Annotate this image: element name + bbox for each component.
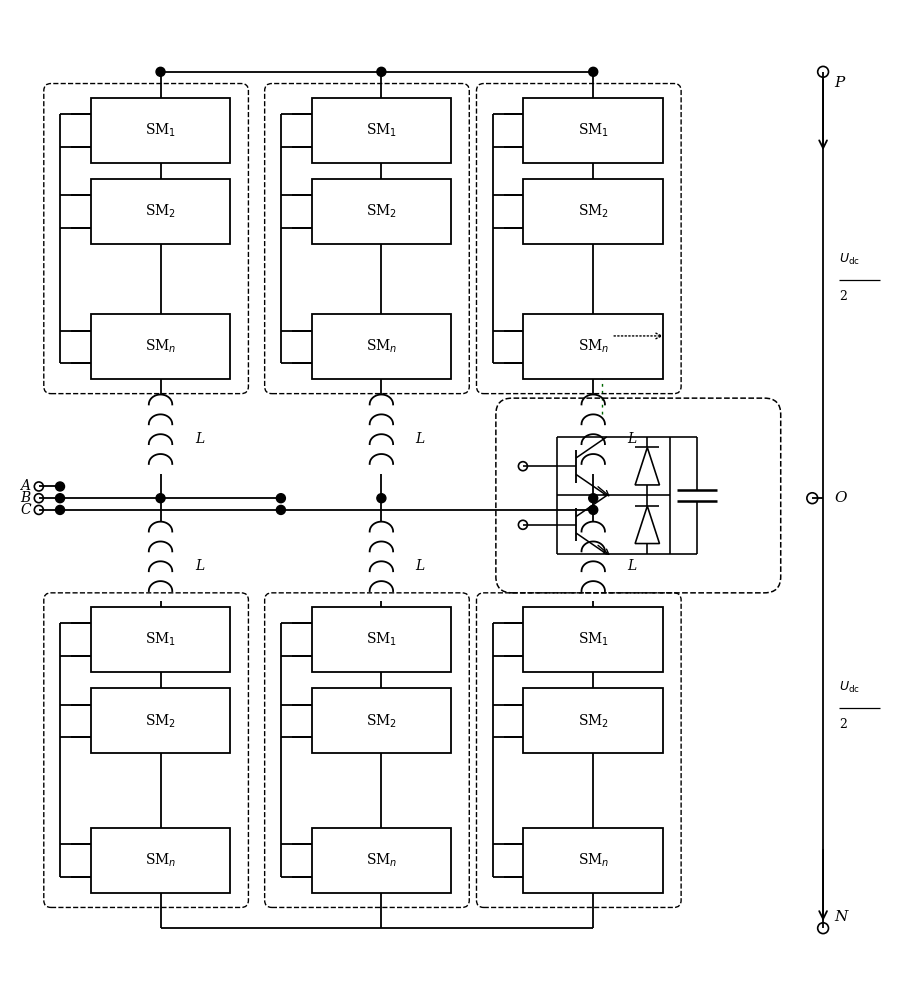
Bar [311,607,452,672]
Bar [311,98,452,163]
Circle shape [589,494,598,503]
Circle shape [55,494,64,503]
Text: SM$_n$: SM$_n$ [145,338,176,355]
Text: SM$_n$: SM$_n$ [578,852,609,869]
Text: SM$_2$: SM$_2$ [578,712,609,730]
Text: SM$_1$: SM$_1$ [578,122,609,139]
Text: L: L [415,432,424,446]
Bar [523,179,663,244]
Circle shape [377,494,385,503]
Text: 2: 2 [839,718,847,731]
Text: SM$_1$: SM$_1$ [366,631,397,648]
Bar [523,688,663,753]
Text: A: A [20,479,30,493]
Circle shape [277,494,286,503]
Text: L: L [628,559,637,573]
Bar [311,688,452,753]
Text: SM$_n$: SM$_n$ [366,338,397,355]
Text: SM$_2$: SM$_2$ [145,712,176,730]
Bar [91,688,230,753]
Bar [311,314,452,379]
Text: 2: 2 [839,290,847,303]
Circle shape [589,67,598,76]
Text: SM$_n$: SM$_n$ [145,852,176,869]
Circle shape [156,67,165,76]
Circle shape [156,494,165,503]
Bar [311,179,452,244]
Text: SM$_2$: SM$_2$ [578,203,609,220]
Text: L: L [195,559,204,573]
Bar [523,607,663,672]
Text: SM$_2$: SM$_2$ [366,203,397,220]
Bar [311,828,452,893]
Text: $U_{\rm dc}$: $U_{\rm dc}$ [839,680,861,695]
Bar [91,607,230,672]
Text: SM$_2$: SM$_2$ [366,712,397,730]
Text: L: L [628,432,637,446]
Circle shape [377,67,385,76]
Text: L: L [195,432,204,446]
Text: SM$_n$: SM$_n$ [578,338,609,355]
Text: L: L [415,559,424,573]
Text: SM$_2$: SM$_2$ [145,203,176,220]
Circle shape [55,482,64,491]
Text: SM$_1$: SM$_1$ [366,122,397,139]
Text: B: B [20,491,31,505]
Text: SM$_n$: SM$_n$ [366,852,397,869]
Text: O: O [834,491,846,505]
Bar [91,179,230,244]
Text: C: C [20,503,31,517]
Bar [91,98,230,163]
Circle shape [277,505,286,514]
Circle shape [55,505,64,514]
Bar [91,314,230,379]
Text: SM$_1$: SM$_1$ [145,631,176,648]
Text: SM$_1$: SM$_1$ [578,631,609,648]
Bar [523,828,663,893]
Text: N: N [834,910,847,924]
Bar [91,828,230,893]
Circle shape [589,505,598,514]
Text: $U_{\rm dc}$: $U_{\rm dc}$ [839,252,861,267]
Bar [523,314,663,379]
Text: SM$_1$: SM$_1$ [145,122,176,139]
Bar [523,98,663,163]
Text: P: P [834,76,844,90]
